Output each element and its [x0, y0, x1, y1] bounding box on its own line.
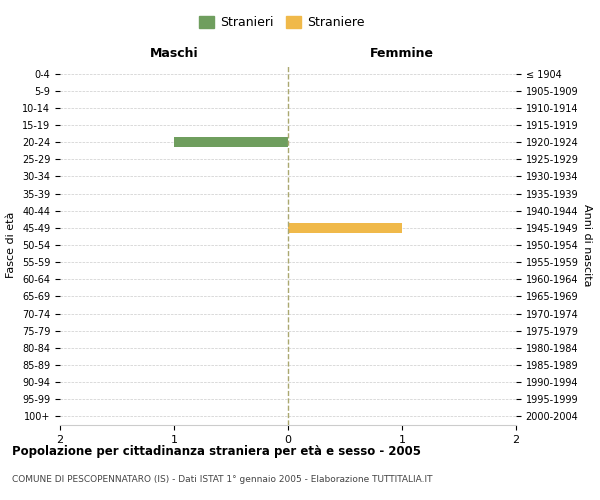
Y-axis label: Fasce di età: Fasce di età — [7, 212, 16, 278]
Y-axis label: Anni di nascita: Anni di nascita — [583, 204, 592, 286]
Bar — [288, 222, 402, 233]
Text: Popolazione per cittadinanza straniera per età e sesso - 2005: Popolazione per cittadinanza straniera p… — [12, 445, 421, 458]
Text: COMUNE DI PESCOPENNATARO (IS) - Dati ISTAT 1° gennaio 2005 - Elaborazione TUTTIT: COMUNE DI PESCOPENNATARO (IS) - Dati IST… — [12, 475, 433, 484]
Text: Maschi: Maschi — [149, 47, 199, 60]
Legend: Stranieri, Straniere: Stranieri, Straniere — [194, 11, 370, 34]
Bar — [174, 137, 288, 147]
Text: Femmine: Femmine — [370, 47, 434, 60]
